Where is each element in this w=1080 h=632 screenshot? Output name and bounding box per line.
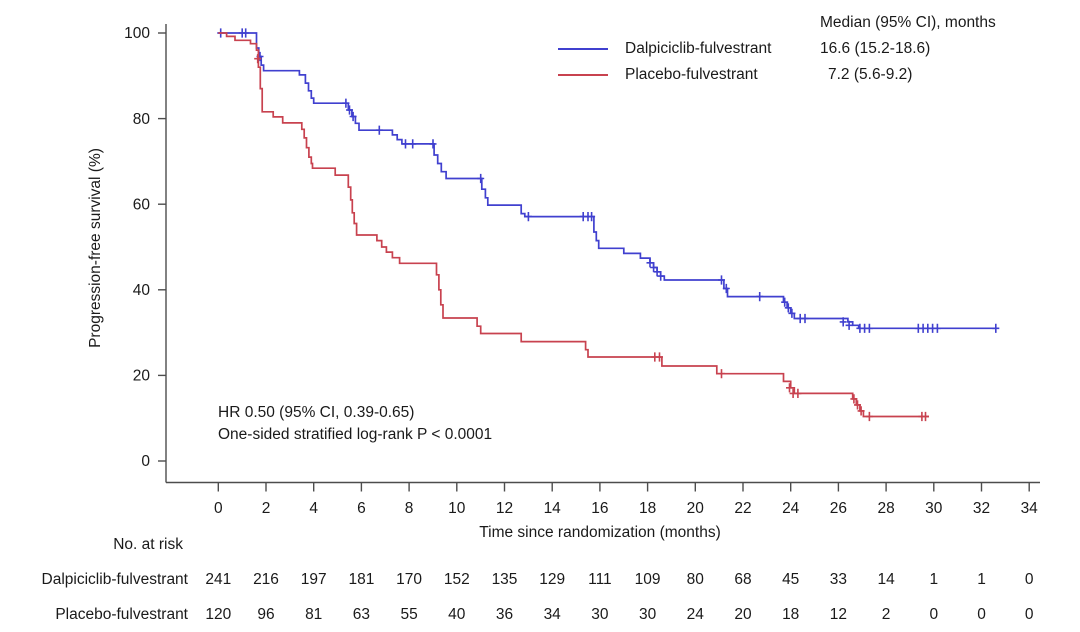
x-tick-label: 16 [591,500,608,517]
at-risk-count: 129 [539,571,565,588]
at-risk-count: 109 [635,571,661,588]
hazard-ratio-text: HR 0.50 (95% CI, 0.39-0.65) [218,404,415,421]
stats-annotation: HR 0.50 (95% CI, 0.39-0.65) One-sided st… [218,402,492,446]
at-risk-count: 14 [877,571,895,588]
at-risk-count: 111 [588,571,612,588]
at-risk-row-label-placebo: Placebo-fulvestrant [55,606,188,623]
x-tick-label: 34 [1021,500,1039,517]
km-curve-placebo [218,32,929,418]
x-tick-label: 10 [448,500,466,517]
at-risk-count: 216 [253,571,279,588]
at-risk-count: 36 [496,606,513,623]
x-tick-label: 8 [405,500,414,517]
legend-label-dalpiciclib: Dalpiciclib-fulvestrant [625,40,772,57]
at-risk-count: 80 [687,571,705,588]
at-risk-count: 40 [448,606,466,623]
at-risk-count: 45 [782,571,799,588]
logrank-p-text: One-sided stratified log-rank P < 0.0001 [218,426,493,443]
legend-line-dalpiciclib [558,48,608,50]
at-risk-count: 30 [591,606,609,623]
x-tick-label: 6 [357,500,366,517]
x-axis-title: Time since randomization (months) [479,524,721,541]
legend-header: Median (95% CI), months [820,14,996,31]
at-risk-count: 20 [734,606,752,623]
at-risk-count: 197 [301,571,327,588]
km-curve-dalpiciclib [218,32,996,330]
at-risk-count: 2 [882,606,891,623]
y-tick-label: 60 [133,196,151,213]
at-risk-count: 1 [929,571,938,588]
x-tick-label: 24 [782,500,800,517]
at-risk-count: 30 [639,606,657,623]
at-risk-count: 55 [400,606,417,623]
at-risk-count: 34 [544,606,562,623]
legend-line-placebo [558,74,608,76]
y-axis-title: Progression-free survival (%) [87,148,104,348]
at-risk-count: 18 [782,606,799,623]
y-tick-label: 80 [133,111,151,128]
at-risk-count: 1 [977,571,986,588]
x-tick-label: 12 [496,500,513,517]
x-tick-label: 2 [262,500,271,517]
legend-median-dalpiciclib: 16.6 (15.2-18.6) [820,40,931,57]
at-risk-count: 152 [444,571,470,588]
legend-label-placebo: Placebo-fulvestrant [625,66,758,83]
y-tick-label: 20 [133,368,151,385]
at-risk-title: No. at risk [113,536,183,553]
x-tick-label: 30 [925,500,943,517]
x-tick-label: 26 [830,500,847,517]
y-tick-label: 0 [141,453,150,470]
at-risk-count: 0 [929,606,938,623]
at-risk-count: 120 [205,606,231,623]
at-risk-count: 68 [734,571,751,588]
x-tick-label: 4 [309,500,318,517]
at-risk-count: 0 [1025,606,1034,623]
x-tick-label: 28 [877,500,894,517]
at-risk-row-label-dalpiciclib: Dalpiciclib-fulvestrant [41,571,188,588]
x-tick-label: 32 [973,500,990,517]
x-tick-label: 14 [544,500,562,517]
y-tick-label: 100 [124,25,150,42]
at-risk-count: 0 [1025,571,1034,588]
y-tick-label: 40 [133,282,151,299]
legend-median-placebo: 7.2 (5.6-9.2) [828,66,913,83]
at-risk-count: 63 [353,606,370,623]
at-risk-count: 241 [205,571,231,588]
x-tick-label: 22 [734,500,751,517]
at-risk-count: 81 [305,606,322,623]
at-risk-count: 24 [687,606,705,623]
x-tick-label: 18 [639,500,656,517]
at-risk-count: 181 [348,571,374,588]
at-risk-count: 170 [396,571,422,588]
at-risk-count: 96 [257,606,274,623]
at-risk-count: 135 [492,571,518,588]
at-risk-count: 12 [830,606,847,623]
at-risk-count: 0 [977,606,986,623]
at-risk-count: 33 [830,571,847,588]
censor-marks-placebo [254,54,929,422]
x-tick-label: 0 [214,500,223,517]
x-tick-label: 20 [687,500,705,517]
